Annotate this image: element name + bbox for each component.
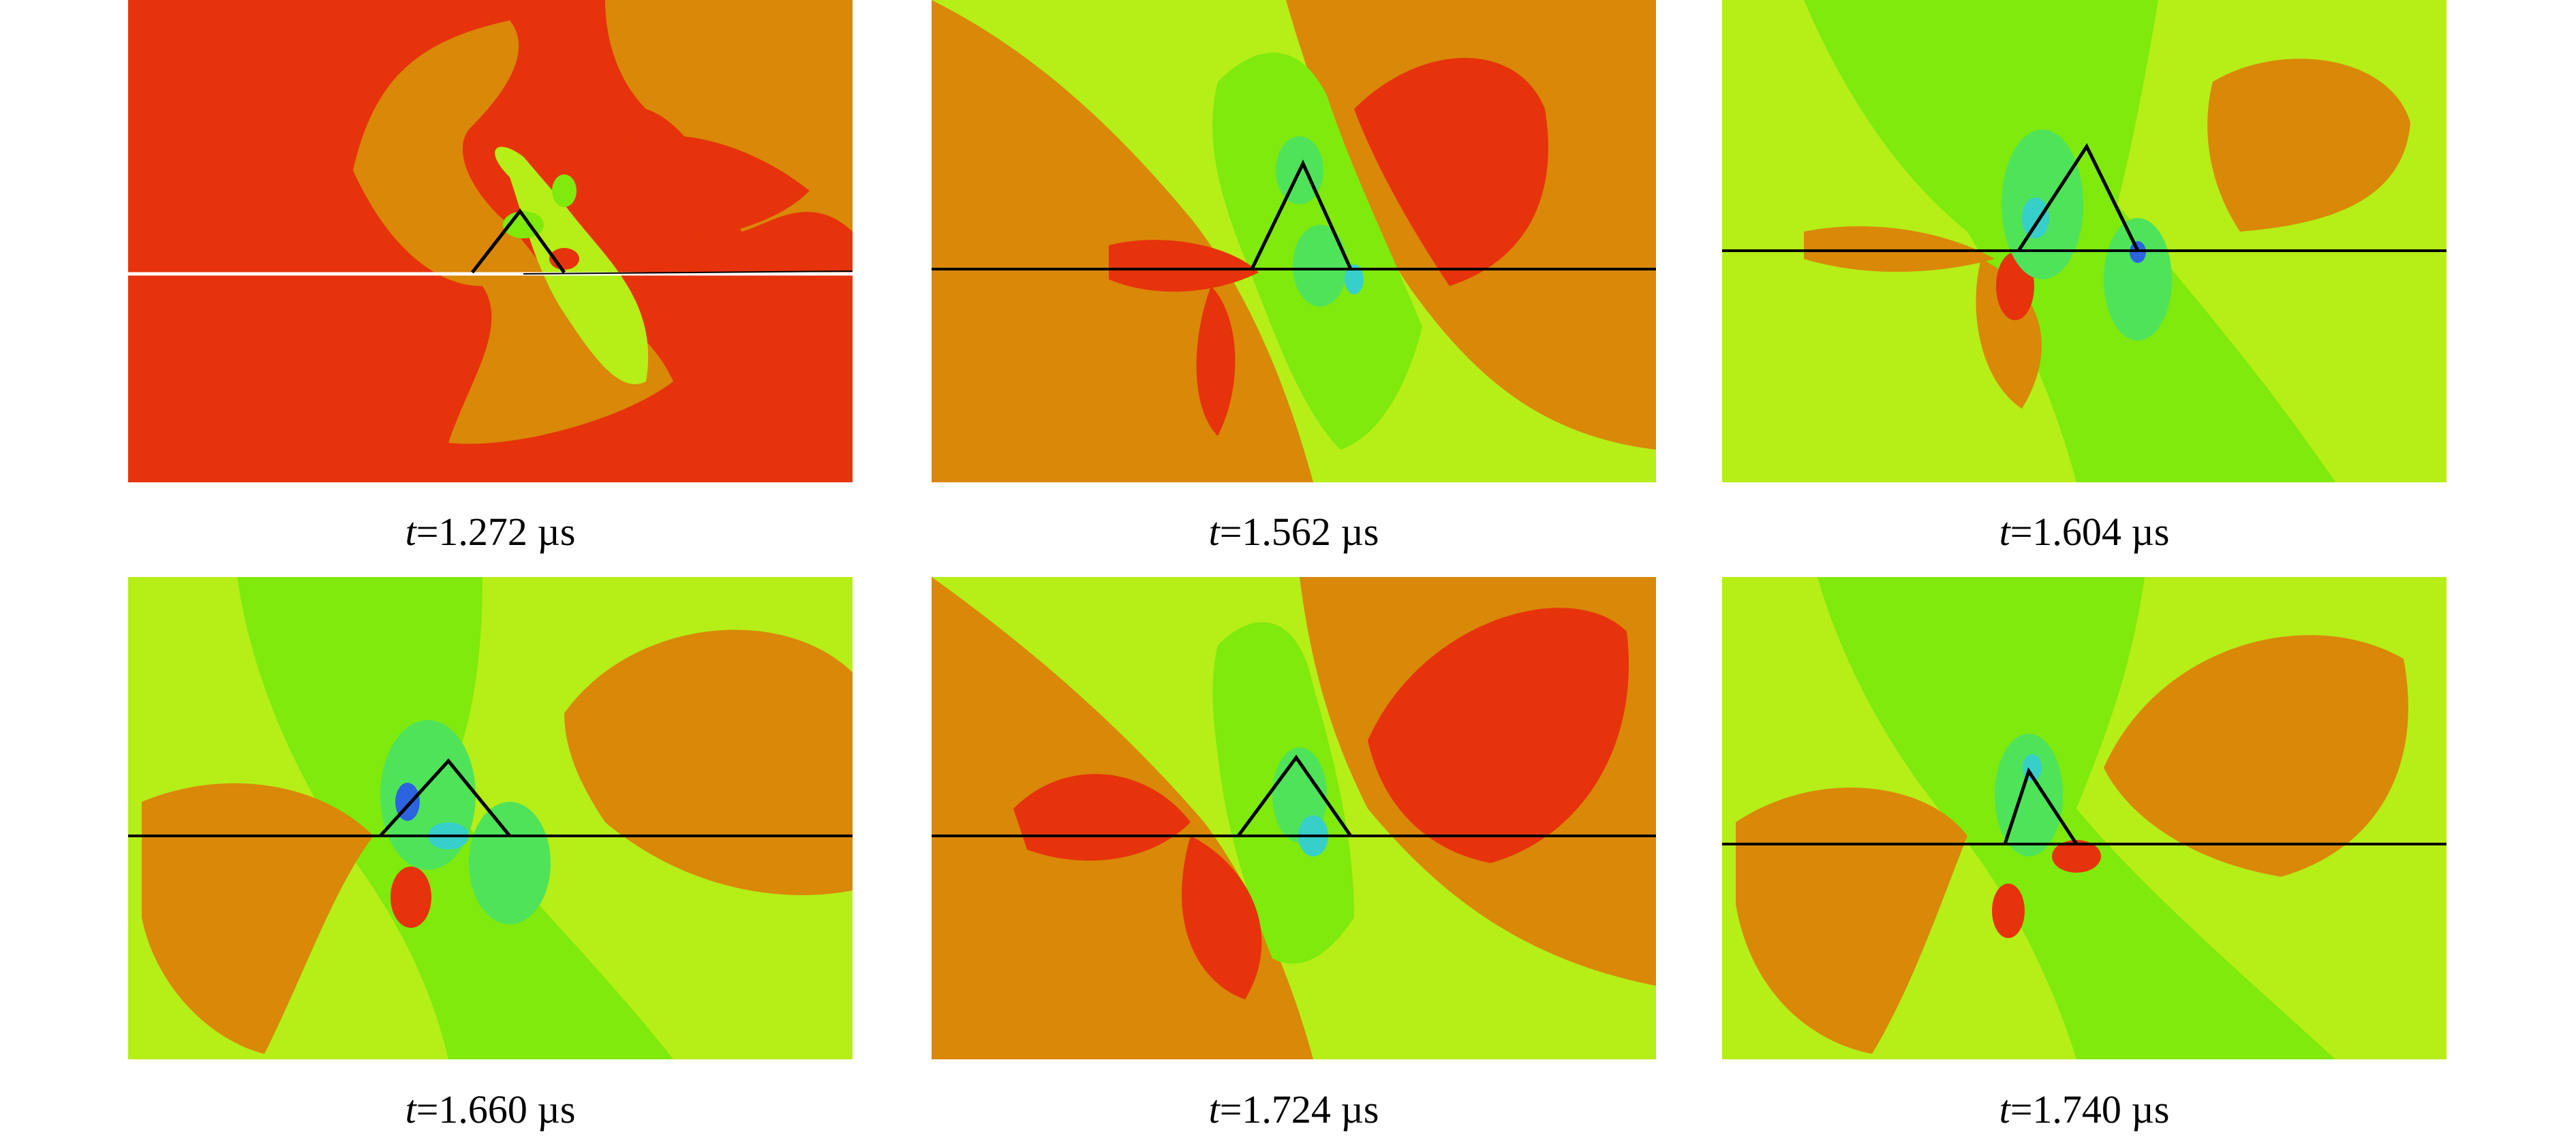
contour-panel-3	[1722, 0, 2447, 482]
time-variable: t	[1208, 510, 1220, 554]
panel-2-caption: t=1.562 µs	[932, 512, 1656, 552]
panel-3-caption: t=1.604 µs	[1722, 512, 2447, 552]
contour-panel-2	[932, 0, 1656, 482]
time-value: =1.272 µs	[416, 510, 576, 554]
panel-1-caption: t=1.272 µs	[128, 512, 853, 552]
contour-panel-4	[128, 577, 853, 1059]
panel-4-caption: t=1.660 µs	[128, 1090, 853, 1130]
time-variable: t	[1208, 1087, 1220, 1132]
time-value: =1.724 µs	[1219, 1087, 1379, 1132]
time-value: =1.660 µs	[416, 1087, 576, 1132]
time-value: =1.562 µs	[1219, 510, 1379, 554]
time-variable: t	[1999, 1087, 2010, 1132]
time-value: =1.740 µs	[2010, 1087, 2170, 1132]
time-value: =1.604 µs	[2010, 510, 2170, 554]
contour-panel-5	[932, 577, 1656, 1059]
time-variable: t	[405, 510, 416, 554]
time-variable: t	[405, 1087, 416, 1132]
panel-5-caption: t=1.724 µs	[932, 1090, 1656, 1130]
contour-panel-1	[128, 0, 853, 482]
time-variable: t	[1999, 510, 2010, 554]
contour-panel-6	[1722, 577, 2447, 1059]
panel-6-caption: t=1.740 µs	[1722, 1090, 2447, 1130]
